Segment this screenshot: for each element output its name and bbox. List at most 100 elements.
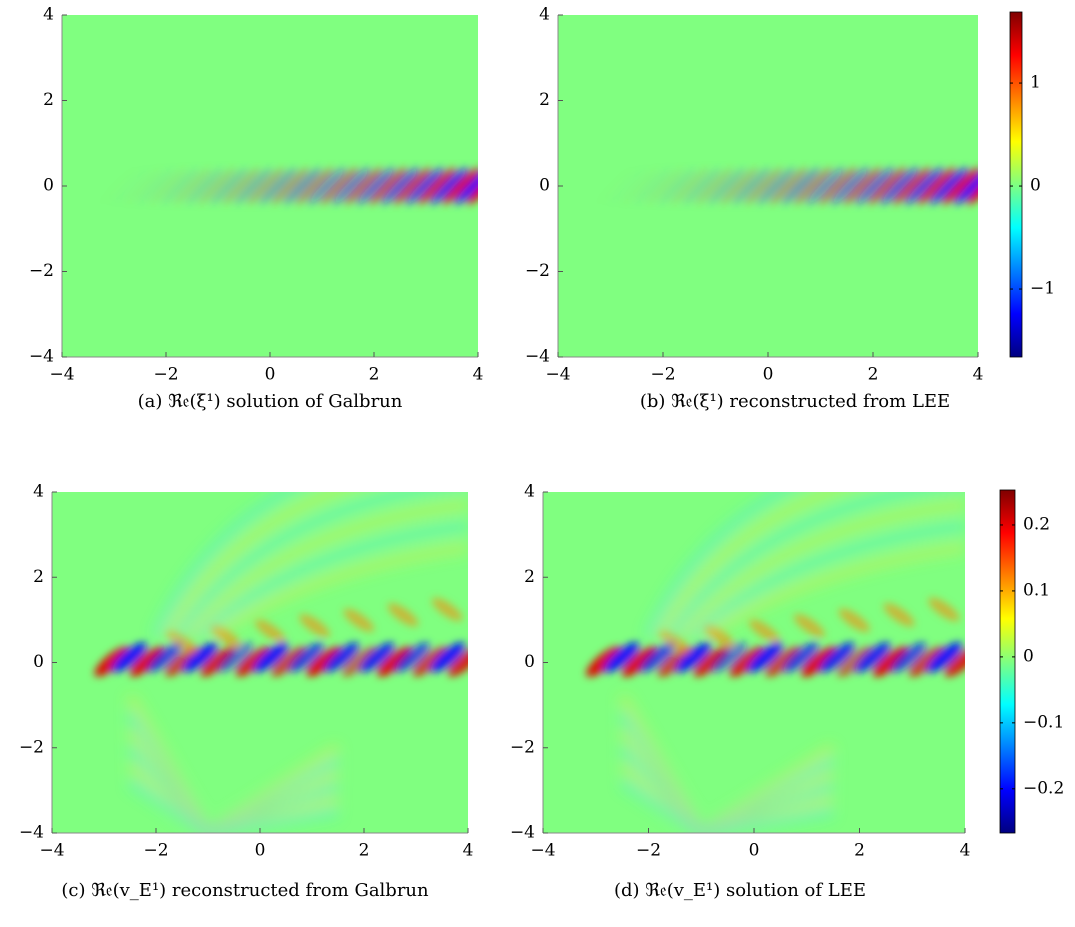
wave-lobe — [341, 646, 377, 677]
wave-lobe — [944, 646, 965, 677]
wave-lobe — [129, 646, 165, 677]
x-tick-label: 4 — [473, 365, 484, 385]
field — [52, 492, 468, 833]
caption: (b) ℜ𝔢(ξ¹) reconstructed from LEE — [640, 391, 950, 412]
y-tick-label: −2 — [510, 737, 535, 757]
y-tick-label: 2 — [524, 567, 535, 587]
arc — [618, 744, 835, 833]
wave-lobe — [430, 167, 468, 205]
wave-lobe — [222, 167, 261, 205]
wave-lobe — [253, 642, 289, 673]
wave-lobe — [765, 646, 801, 677]
wave-lobe — [837, 646, 873, 677]
arc — [205, 542, 468, 642]
colorbar-tick-label: 0 — [1030, 176, 1041, 196]
wave-lobe — [908, 646, 945, 677]
wave-lobe — [255, 619, 286, 643]
panel: −4 −2 0 2 4 −4 −2 0 2 4 (d) ℜ𝔢(v_E¹) solution of L… — [510, 482, 1064, 902]
wave-lobe — [369, 167, 407, 205]
field-pattern — [586, 597, 965, 677]
arc — [183, 499, 468, 641]
wave-lobe — [234, 167, 273, 205]
wave-lobe — [271, 167, 309, 205]
wave-lobe — [683, 167, 721, 205]
field-pattern — [633, 167, 978, 205]
wave-lobe — [729, 646, 765, 677]
wave-lobe — [357, 167, 395, 205]
wave-lobe — [467, 167, 478, 205]
colorbar-tick-label: −0.2 — [1023, 778, 1064, 798]
wave-lobe — [639, 642, 676, 673]
y-tick-label: 0 — [33, 652, 44, 672]
arc — [698, 542, 965, 642]
y-tick-label: 0 — [524, 652, 535, 672]
arc — [126, 727, 341, 833]
wave-lobe — [659, 630, 691, 654]
wave-lobe — [633, 167, 672, 205]
wave-lobe — [283, 167, 322, 205]
wave-lobe — [793, 613, 825, 638]
y-tick-label: 4 — [43, 5, 54, 25]
x-tick-label: 2 — [359, 841, 370, 861]
wave-lobe — [757, 167, 795, 205]
field — [62, 15, 478, 357]
arc — [125, 694, 341, 833]
x-tick-label: −4 — [39, 841, 64, 861]
wave-lobe — [747, 642, 783, 673]
wave-lobe — [926, 642, 963, 673]
wave-lobe — [818, 167, 857, 205]
wave-lobe — [917, 167, 956, 205]
panel: −4 −2 0 2 4 −4 −2 0 2 4 (c) ℜ𝔢(v_E¹) reconstructed… — [19, 482, 473, 902]
wave-lobe — [693, 646, 729, 677]
arc — [126, 761, 340, 833]
arc — [162, 492, 350, 640]
wave-lobe — [855, 167, 894, 205]
colorbar-tick-label: 0 — [1023, 646, 1034, 666]
wave-lobe — [381, 167, 419, 205]
wave-lobe — [306, 646, 342, 677]
arc — [618, 727, 836, 833]
y-tick-label: 2 — [43, 90, 54, 110]
wave-lobe — [186, 167, 224, 205]
y-tick-label: 2 — [33, 567, 44, 587]
wave-lobe — [711, 642, 747, 673]
wave-lobe — [343, 608, 375, 632]
field — [543, 492, 965, 833]
wave-lobe — [332, 167, 371, 205]
field-arcs — [617, 492, 965, 833]
wave-lobe — [868, 167, 907, 205]
wave-lobe — [235, 646, 271, 677]
x-tick-label: 2 — [854, 841, 865, 861]
arc — [172, 492, 442, 640]
wave-lobe — [843, 167, 882, 205]
colorbar-tick-label: −1 — [1030, 279, 1055, 299]
wave-lobe — [359, 642, 395, 673]
arc — [617, 710, 836, 833]
wave-lobe — [377, 646, 413, 677]
wave-lobe — [112, 642, 147, 673]
y-tick-label: 4 — [33, 482, 44, 502]
wave-lobe — [831, 167, 870, 205]
wave-lobe — [586, 646, 622, 677]
wave-lobe — [732, 167, 771, 205]
wave-lobe — [296, 167, 334, 205]
wave-lobe — [942, 167, 978, 205]
y-tick-label: 0 — [539, 176, 550, 196]
wave-lobe — [166, 630, 198, 654]
wave-lobe — [454, 167, 478, 205]
y-tick-label: −4 — [510, 823, 535, 843]
wave-lobe — [161, 167, 199, 205]
wave-lobe — [182, 642, 218, 673]
x-tick-label: −2 — [650, 365, 675, 385]
wave-lobe — [930, 167, 968, 205]
wave-lobe — [707, 167, 746, 205]
wave-lobe — [905, 167, 944, 205]
arc — [617, 694, 836, 833]
x-tick-label: −2 — [636, 841, 661, 861]
y-tick-label: 2 — [539, 90, 550, 110]
wave-lobe — [783, 642, 819, 673]
arc — [687, 521, 965, 641]
colorbar-tick-label: 1 — [1030, 73, 1041, 93]
arc — [654, 492, 845, 640]
